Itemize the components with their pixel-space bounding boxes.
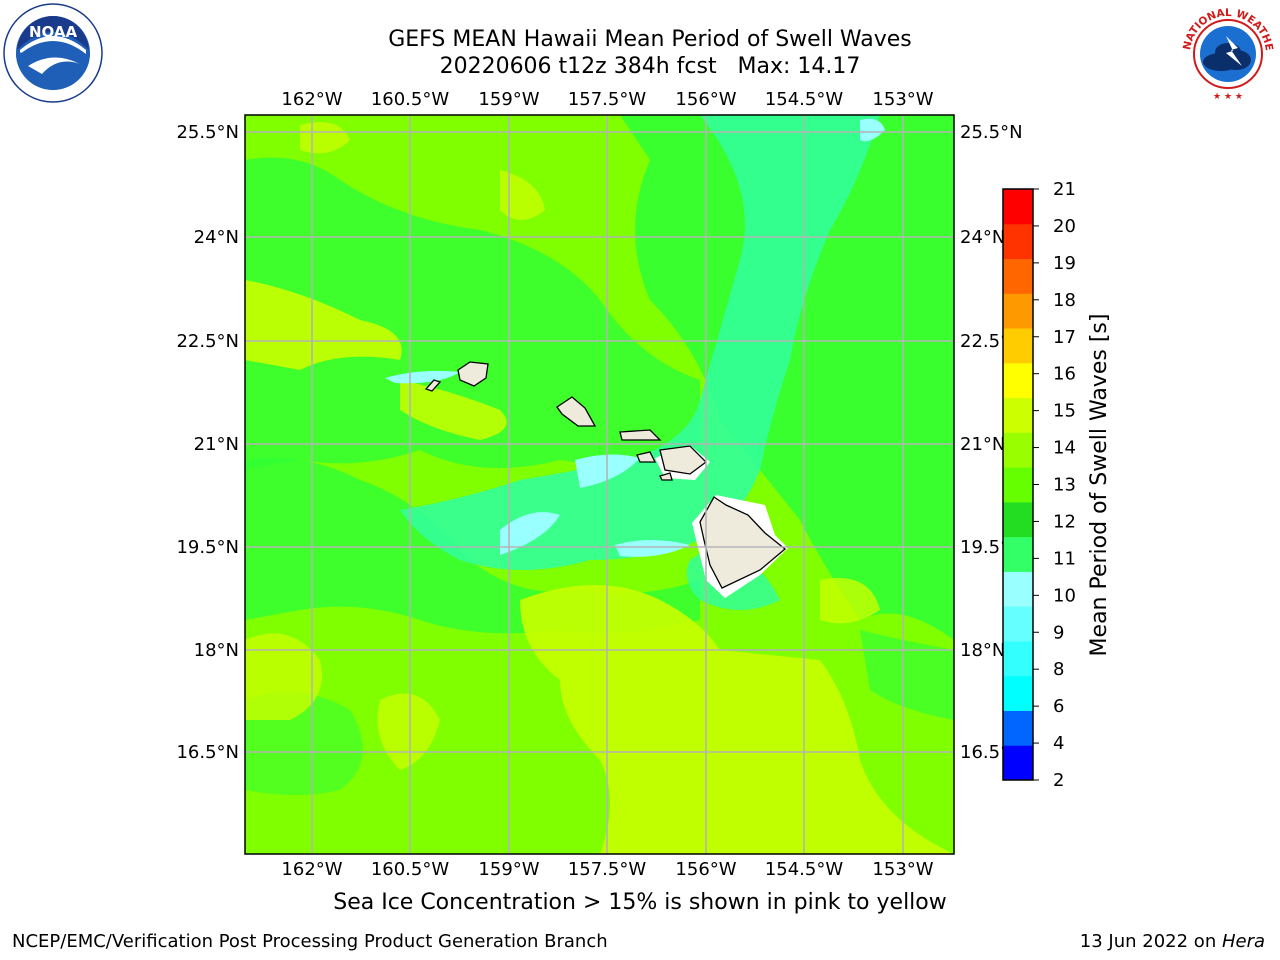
- colorbar-band: [1003, 571, 1033, 607]
- colorbar-tick-label: 16: [1053, 364, 1076, 385]
- colorbar-tick-label: 14: [1053, 438, 1076, 459]
- footer-date: 13 Jun 2022 on Hera: [1080, 931, 1265, 952]
- colorbar-band: [1003, 293, 1033, 329]
- lon-tick-top: 154.5°W: [765, 89, 844, 110]
- colorbar-band: [1003, 501, 1033, 538]
- lon-tick-top: 160.5°W: [371, 89, 450, 110]
- colorbar-band: [1003, 432, 1033, 468]
- lon-tick-top: 162°W: [281, 89, 342, 110]
- colorbar-tick-label: 2: [1053, 770, 1064, 791]
- colorbar-band: [1003, 189, 1033, 225]
- colorbar-band: [1003, 536, 1033, 572]
- colorbar-tick-label: 10: [1053, 585, 1076, 606]
- lat-tick-left: 25.5°N: [176, 122, 239, 143]
- nws-logo-icon: NATIONAL WEATHER SERVICE ★ ★ ★: [1176, 2, 1275, 102]
- lat-tick-left: 21°N: [194, 434, 239, 455]
- lat-tick-right: 18°N: [960, 640, 1005, 661]
- colorbar-ticks: 2 4 6 8 9 10 11 12 13 14 15 16 17 18 19 20 21: [1033, 179, 1076, 791]
- lat-tick-left: 22.5°N: [176, 331, 239, 352]
- colorbar-tick-label: 17: [1053, 327, 1076, 348]
- colorbar-band: [1003, 710, 1033, 746]
- lon-tick-bottom: 157.5°W: [568, 859, 647, 880]
- colorbar-tick-label: 12: [1053, 511, 1076, 532]
- colorbar-tick-label: 15: [1053, 401, 1076, 422]
- lat-tick-left: 18°N: [194, 640, 239, 661]
- colorbar-band: [1003, 640, 1033, 677]
- colorbar-band: [1003, 223, 1033, 260]
- footer-credit: NCEP/EMC/Verification Post Processing Pr…: [12, 931, 608, 952]
- lon-tick-top: 153°W: [872, 89, 933, 110]
- lat-tick-right: 25.5°N: [960, 122, 1023, 143]
- colorbar-band: [1003, 362, 1033, 399]
- lon-tick-bottom: 154.5°W: [765, 859, 844, 880]
- noaa-logo-icon: NOAA: [3, 3, 103, 103]
- colorbar-tick-label: 11: [1053, 548, 1076, 569]
- colorbar-tick-label: 21: [1053, 179, 1076, 200]
- map-field: [245, 115, 954, 854]
- colorbar-tick-label: 19: [1053, 253, 1076, 274]
- lat-tick-right: 21°N: [960, 434, 1005, 455]
- colorbar-tick-label: 20: [1053, 216, 1076, 237]
- colorbar-tick-label: 9: [1053, 622, 1064, 643]
- footer-date-text: 13 Jun 2022 on: [1079, 931, 1222, 952]
- lon-tick-bottom: 153°W: [872, 859, 933, 880]
- colorbar-band: [1003, 397, 1033, 433]
- colorbar-tick-label: 18: [1053, 290, 1076, 311]
- colorbar-band: [1003, 328, 1033, 364]
- map-gridlines: [245, 115, 954, 854]
- colorbar-band: [1003, 467, 1033, 503]
- noaa-logo-text: NOAA: [29, 23, 78, 41]
- lon-tick-top: 157.5°W: [568, 89, 647, 110]
- lat-tick-right: 24°N: [960, 227, 1005, 248]
- chart-title: GEFS MEAN Hawaii Mean Period of Swell Wa…: [388, 27, 912, 52]
- lon-tick-top: 159°W: [478, 89, 539, 110]
- colorbar-band: [1003, 675, 1033, 711]
- lat-tick-left: 24°N: [194, 227, 239, 248]
- colorbar-tick-label: 8: [1053, 659, 1064, 680]
- lon-tick-bottom: 162°W: [281, 859, 342, 880]
- colorbar-tick-label: 4: [1053, 733, 1064, 754]
- colorbar-label: Mean Period of Swell Waves [s]: [1087, 314, 1112, 657]
- colorbar-band: [1003, 258, 1033, 294]
- colorbar-band: [1003, 745, 1033, 781]
- lon-tick-bottom: 156°W: [675, 859, 736, 880]
- lon-tick-bottom: 160.5°W: [371, 859, 450, 880]
- colorbar-band: [1003, 606, 1033, 642]
- lat-tick-left: 19.5°N: [176, 537, 239, 558]
- lon-tick-top: 156°W: [675, 89, 736, 110]
- colorbar: [1002, 188, 1034, 781]
- lon-tick-bottom: 159°W: [478, 859, 539, 880]
- chart-subtitle: 20220606 t12z 384h fcst Max: 14.17: [439, 54, 861, 79]
- footer-host: Hera: [1221, 931, 1265, 952]
- colorbar-tick-label: 13: [1053, 475, 1076, 496]
- colorbar-tick-label: 6: [1053, 696, 1064, 717]
- map-frame: [244, 114, 955, 855]
- sea-ice-note: Sea Ice Concentration > 15% is shown in …: [333, 890, 947, 915]
- lat-tick-left: 16.5°N: [176, 742, 239, 763]
- svg-text:★ ★ ★: ★ ★ ★: [1213, 92, 1243, 102]
